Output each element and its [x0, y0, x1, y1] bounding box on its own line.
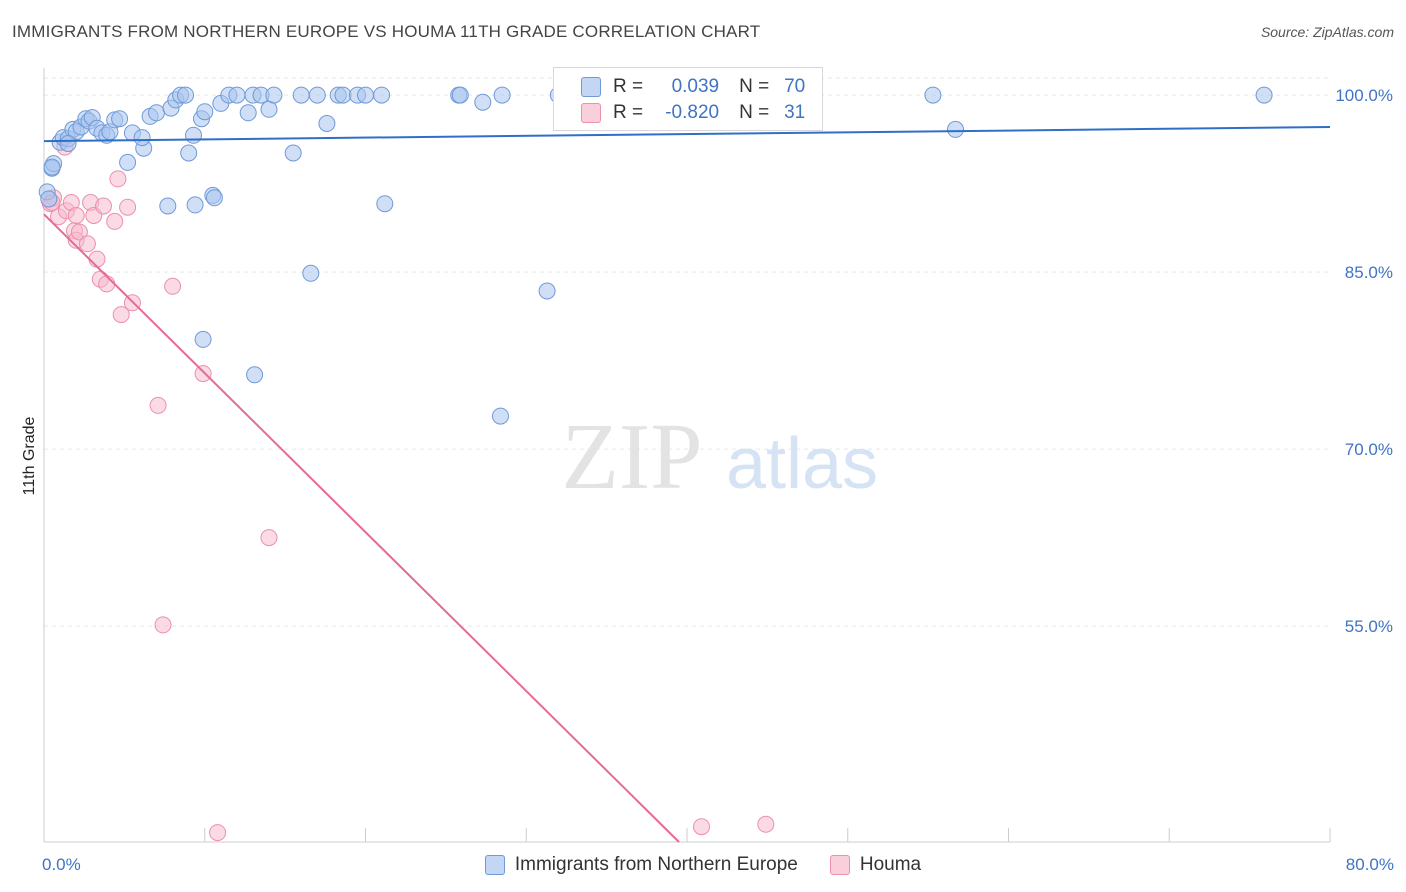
northern-europe-point — [451, 86, 469, 104]
correlation-legend: R = 0.039 N = 70 R = -0.820 N = 31 — [553, 67, 823, 131]
chart-source: Source: ZipAtlas.com — [1260, 24, 1394, 40]
legend-r-label: R = — [613, 102, 644, 123]
northern-europe-point — [492, 407, 509, 425]
houma-point — [109, 170, 127, 188]
x-tick-label: 80.0% — [1346, 855, 1394, 874]
series-legend: Immigrants from Northern Europe Houma — [0, 852, 1406, 878]
northern-europe-point — [111, 110, 129, 128]
legend-row-houma: R = -0.820 N = 31 — [554, 100, 805, 126]
northern-europe-point — [196, 103, 214, 121]
northern-europe-point — [148, 104, 165, 122]
houma-point — [260, 529, 278, 547]
y-tick-label: 70.0% — [1345, 440, 1393, 459]
legend-r-value: 0.039 — [671, 76, 720, 97]
northern-europe-point — [228, 86, 246, 104]
legend-item-houma[interactable]: Houma — [829, 854, 922, 876]
northern-europe-point — [308, 86, 326, 104]
legend-n-label: N = — [739, 102, 770, 123]
legend-r-label: R = — [613, 76, 644, 97]
northern-europe-point — [159, 197, 177, 215]
northern-europe-point — [318, 115, 336, 132]
northern-europe-point — [538, 282, 556, 300]
watermark: ZIP atlas — [562, 405, 879, 509]
houma-point — [88, 250, 106, 268]
northern-europe-point — [373, 86, 391, 104]
northern-europe-point — [357, 86, 374, 104]
northern-europe-point — [186, 196, 204, 214]
houma-point — [112, 306, 130, 324]
legend-swatch-pink — [581, 103, 601, 123]
northern-europe-point — [302, 264, 320, 282]
northern-europe-point — [239, 104, 257, 122]
houma-point — [149, 396, 167, 414]
houma-point — [757, 815, 775, 833]
houma-point — [194, 365, 212, 383]
houma-point — [119, 198, 137, 216]
houma-point — [98, 275, 116, 293]
northern-europe-point — [180, 144, 198, 162]
northern-europe-point — [284, 144, 302, 162]
legend-swatch-blue — [484, 855, 505, 875]
northern-europe-point — [177, 86, 194, 104]
northern-europe-trendline — [43, 125, 1331, 143]
legend-swatch-blue — [581, 77, 601, 97]
northern-europe-point — [185, 126, 202, 144]
northern-europe-point — [43, 158, 61, 176]
y-tick-label: 85.0% — [1345, 263, 1393, 282]
y-tick-label: 55.0% — [1345, 617, 1393, 636]
northern-europe-point — [947, 120, 964, 138]
northern-europe-point — [194, 330, 212, 348]
northern-europe-point — [1255, 86, 1273, 104]
northern-europe-point — [246, 366, 264, 384]
northern-europe-point — [133, 129, 151, 147]
y-tick-label: 100.0% — [1335, 86, 1393, 105]
northern-europe-point — [205, 189, 223, 207]
legend-label-northern-europe: Immigrants from Northern Europe — [514, 854, 798, 875]
tick-labels: 100.0% 85.0% 70.0% 55.0% 0.0% 80.0% — [42, 86, 1394, 874]
northern-europe-point — [59, 135, 77, 152]
x-tick-label: 0.0% — [42, 855, 81, 874]
legend-r-value: -0.820 — [665, 102, 720, 123]
houma-point — [209, 824, 227, 842]
northern-europe-point — [260, 100, 278, 118]
gridlines — [44, 77, 1330, 627]
houma-point — [164, 277, 182, 295]
legend-n-value: 31 — [784, 102, 806, 123]
houma-trendline — [43, 213, 680, 843]
northern-europe-points — [38, 86, 1273, 425]
northern-europe-point — [376, 195, 394, 213]
northern-europe-point — [292, 86, 310, 104]
legend-item-northern-europe[interactable]: Immigrants from Northern Europe — [484, 854, 798, 876]
houma-point — [154, 616, 172, 634]
legend-row-northern-europe: R = 0.039 N = 70 — [554, 74, 805, 100]
houma-point — [106, 212, 124, 230]
northern-europe-point — [924, 86, 942, 104]
legend-swatch-pink — [829, 855, 850, 875]
legend-n-value: 70 — [784, 76, 806, 97]
houma-point — [95, 197, 112, 215]
northern-europe-point — [265, 86, 283, 104]
watermark-atlas: atlas — [726, 424, 878, 504]
watermark-zip: ZIP — [562, 405, 703, 509]
northern-europe-point — [40, 190, 58, 208]
houma-point — [70, 223, 88, 241]
trendlines — [43, 125, 1331, 843]
houma-point — [693, 818, 710, 836]
northern-europe-point — [119, 153, 137, 171]
houma-point — [67, 207, 85, 224]
houma-point — [78, 235, 96, 253]
chart-title: IMMIGRANTS FROM NORTHERN EUROPE VS HOUMA… — [12, 22, 761, 41]
legend-n-label: N = — [739, 76, 770, 97]
y-axis-title: 11th Grade — [21, 416, 38, 495]
legend-label-houma: Houma — [859, 854, 922, 875]
northern-europe-point — [334, 86, 352, 104]
northern-europe-point — [474, 93, 492, 111]
northern-europe-point — [493, 86, 511, 104]
